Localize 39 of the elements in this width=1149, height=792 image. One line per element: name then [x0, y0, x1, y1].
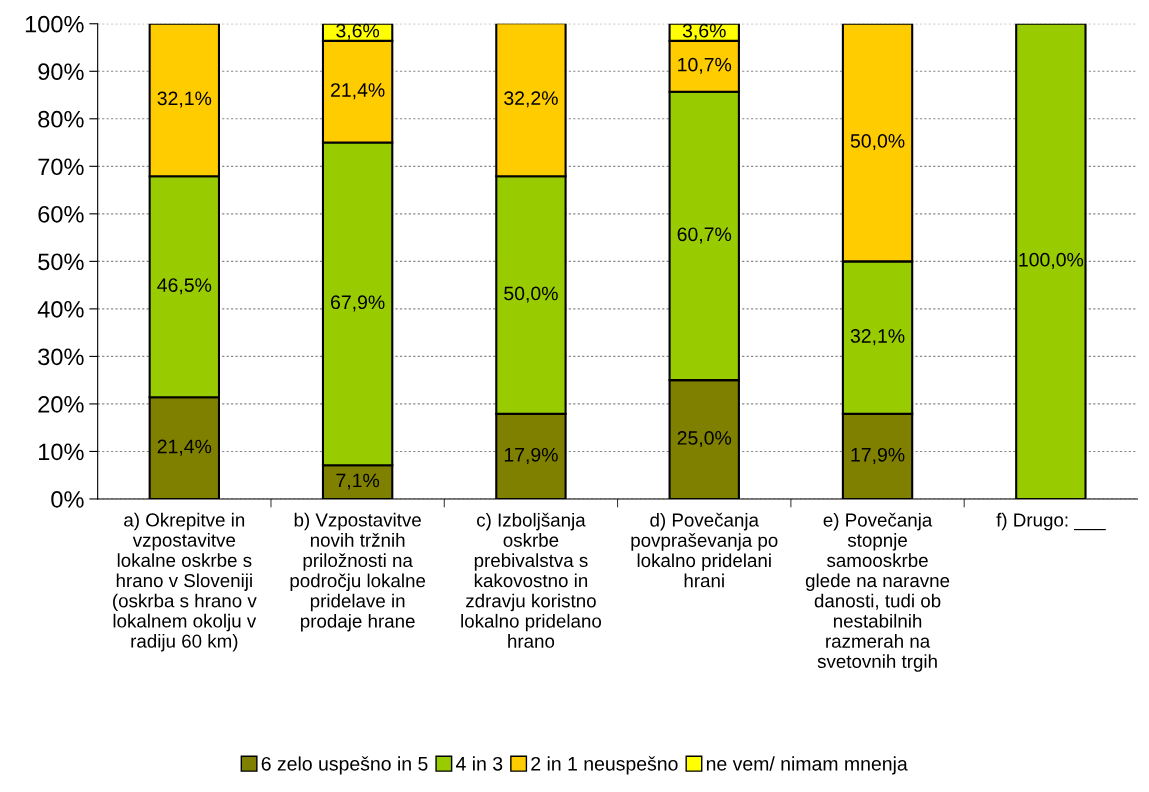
x-tick-label: f) Drugo: ___	[996, 512, 1106, 531]
x-tick-label: e) Povečanja stopnje samooskrbe glede na naravne danosti, tudi ob nestabilnih razmerah na svetovnih trgih	[805, 512, 950, 672]
x-tick-label: c) Izboljšanja oskrbe prebivalstva s kakovostno in zdravju koristno lokalno pridelano hrano	[461, 512, 602, 648]
y-tick-label: 40%	[37, 300, 84, 318]
legend-label: 4 in 3	[455, 756, 503, 771]
data-label: 32,1%	[157, 91, 212, 108]
y-tick-label: 100%	[25, 15, 84, 33]
data-label: 50,0%	[850, 134, 905, 151]
data-label: 46,5%	[157, 278, 212, 295]
data-label: 32,1%	[850, 329, 905, 346]
data-label: 21,4%	[157, 439, 212, 456]
data-label: 32,2%	[504, 91, 558, 108]
data-label: 3,6%	[682, 23, 726, 40]
legend-label: ne vem/ nimam mnenja	[706, 756, 908, 775]
x-tick-label: d) Povečanja povpraševanja po lokalno pridelani hrani	[631, 512, 778, 588]
data-label: 17,9%	[504, 447, 558, 464]
y-tick-label: 90%	[38, 63, 84, 81]
data-label: 10,7%	[678, 57, 732, 74]
y-tick-label: 0%	[51, 491, 84, 508]
legend-label: 2 in 1 neuspešno	[531, 756, 678, 775]
legend-label: 6 zelo uspešno in 5	[261, 756, 428, 775]
y-tick-label: 30%	[38, 348, 84, 366]
data-label: 21,4%	[331, 83, 385, 100]
y-tick-label: 70%	[38, 158, 84, 176]
data-label: 25,0%	[677, 431, 732, 448]
y-tick-label: 80%	[38, 110, 84, 128]
y-tick-label: 20%	[38, 395, 84, 413]
y-tick-label: 60%	[38, 205, 84, 223]
data-label: 60,7%	[677, 227, 732, 244]
data-label: 67,9%	[331, 295, 385, 312]
x-tick-label: b) Vzpostavitve novih tržnih priložnosti na področju lokalne pridelave in prodaje hrane	[290, 512, 426, 632]
data-label: 3,6%	[336, 23, 380, 40]
data-label: 100,0%	[1019, 252, 1084, 269]
data-label: 7,1%	[336, 473, 380, 490]
data-label: 50,0%	[504, 286, 558, 303]
x-tick-label: a) Okrepitve in vzpostavitve lokalne oskrbe s hrano v Sloveniji (oskrba s hrano v lokalnem okolju v radiju 60 km)	[113, 512, 257, 652]
y-tick-label: 10%	[39, 443, 84, 461]
y-tick-label: 50%	[38, 253, 84, 271]
data-label: 17,9%	[851, 447, 905, 464]
